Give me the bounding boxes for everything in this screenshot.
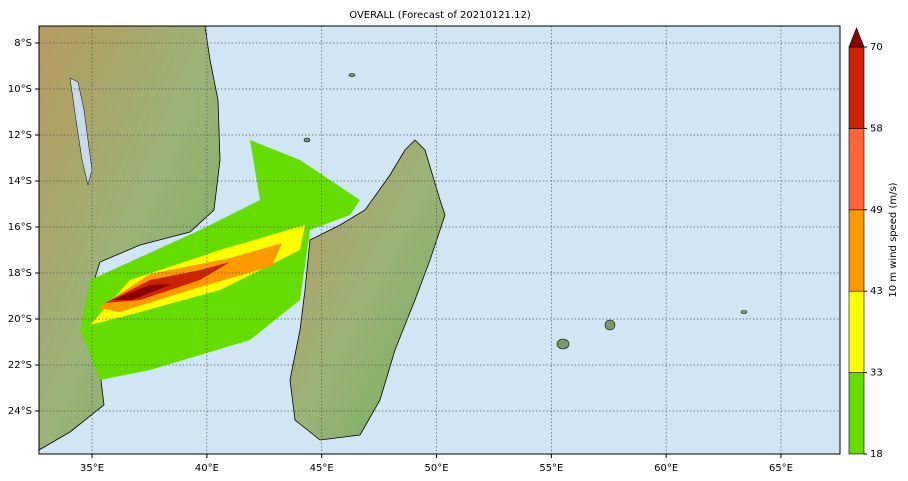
x-tick-label: 45°E xyxy=(310,463,334,474)
y-tick-label: 18°S xyxy=(8,268,32,279)
y-tick-label: 14°S xyxy=(8,176,32,187)
colorbar-segment xyxy=(848,46,865,129)
x-tick-label: 65°E xyxy=(769,463,793,474)
reunion xyxy=(556,338,570,350)
land xyxy=(39,26,748,451)
colorbar-tick-label: 43 xyxy=(870,286,883,297)
x-tick-label: 60°E xyxy=(654,463,678,474)
colorbar-tick-label: 70 xyxy=(870,42,883,53)
x-tick-label: 55°E xyxy=(539,463,563,474)
y-tick-label: 8°S xyxy=(14,38,32,49)
y-tick-label: 16°S xyxy=(8,222,32,233)
x-tick-label: 35°E xyxy=(80,463,104,474)
colorbar-segment xyxy=(848,128,865,211)
y-tick-label: 22°S xyxy=(8,360,32,371)
x-tick-label: 40°E xyxy=(195,463,219,474)
colorbar-segment xyxy=(848,209,865,292)
y-tick-label: 12°S xyxy=(8,130,32,141)
swath-darkred xyxy=(112,284,172,300)
rodrigues xyxy=(740,310,748,314)
x-tick-label: 50°E xyxy=(424,463,448,474)
colorbar-extend xyxy=(848,27,865,48)
mauritius xyxy=(604,319,616,331)
comoros xyxy=(303,137,311,143)
colorbar-segment xyxy=(848,372,865,455)
y-tick-label: 10°S xyxy=(8,84,32,95)
colorbar-segment xyxy=(848,290,865,373)
colorbar-tick-label: 58 xyxy=(870,123,883,134)
colorbar-label: 10 m wind speed (m/s) xyxy=(888,182,899,297)
y-tick-label: 24°S xyxy=(8,406,32,417)
seychelles xyxy=(348,73,356,77)
y-tick-label: 20°S xyxy=(8,314,32,325)
wind-swath xyxy=(80,140,360,380)
plot-frame xyxy=(38,25,841,455)
map-title: OVERALL (Forecast of 20210121.12) xyxy=(349,10,531,21)
colorbar-tick-label: 33 xyxy=(870,368,883,379)
grid xyxy=(39,26,840,454)
madagascar xyxy=(289,139,446,441)
colorbar-tick-label: 18 xyxy=(870,449,883,460)
colorbar-tick-label: 49 xyxy=(870,205,883,216)
